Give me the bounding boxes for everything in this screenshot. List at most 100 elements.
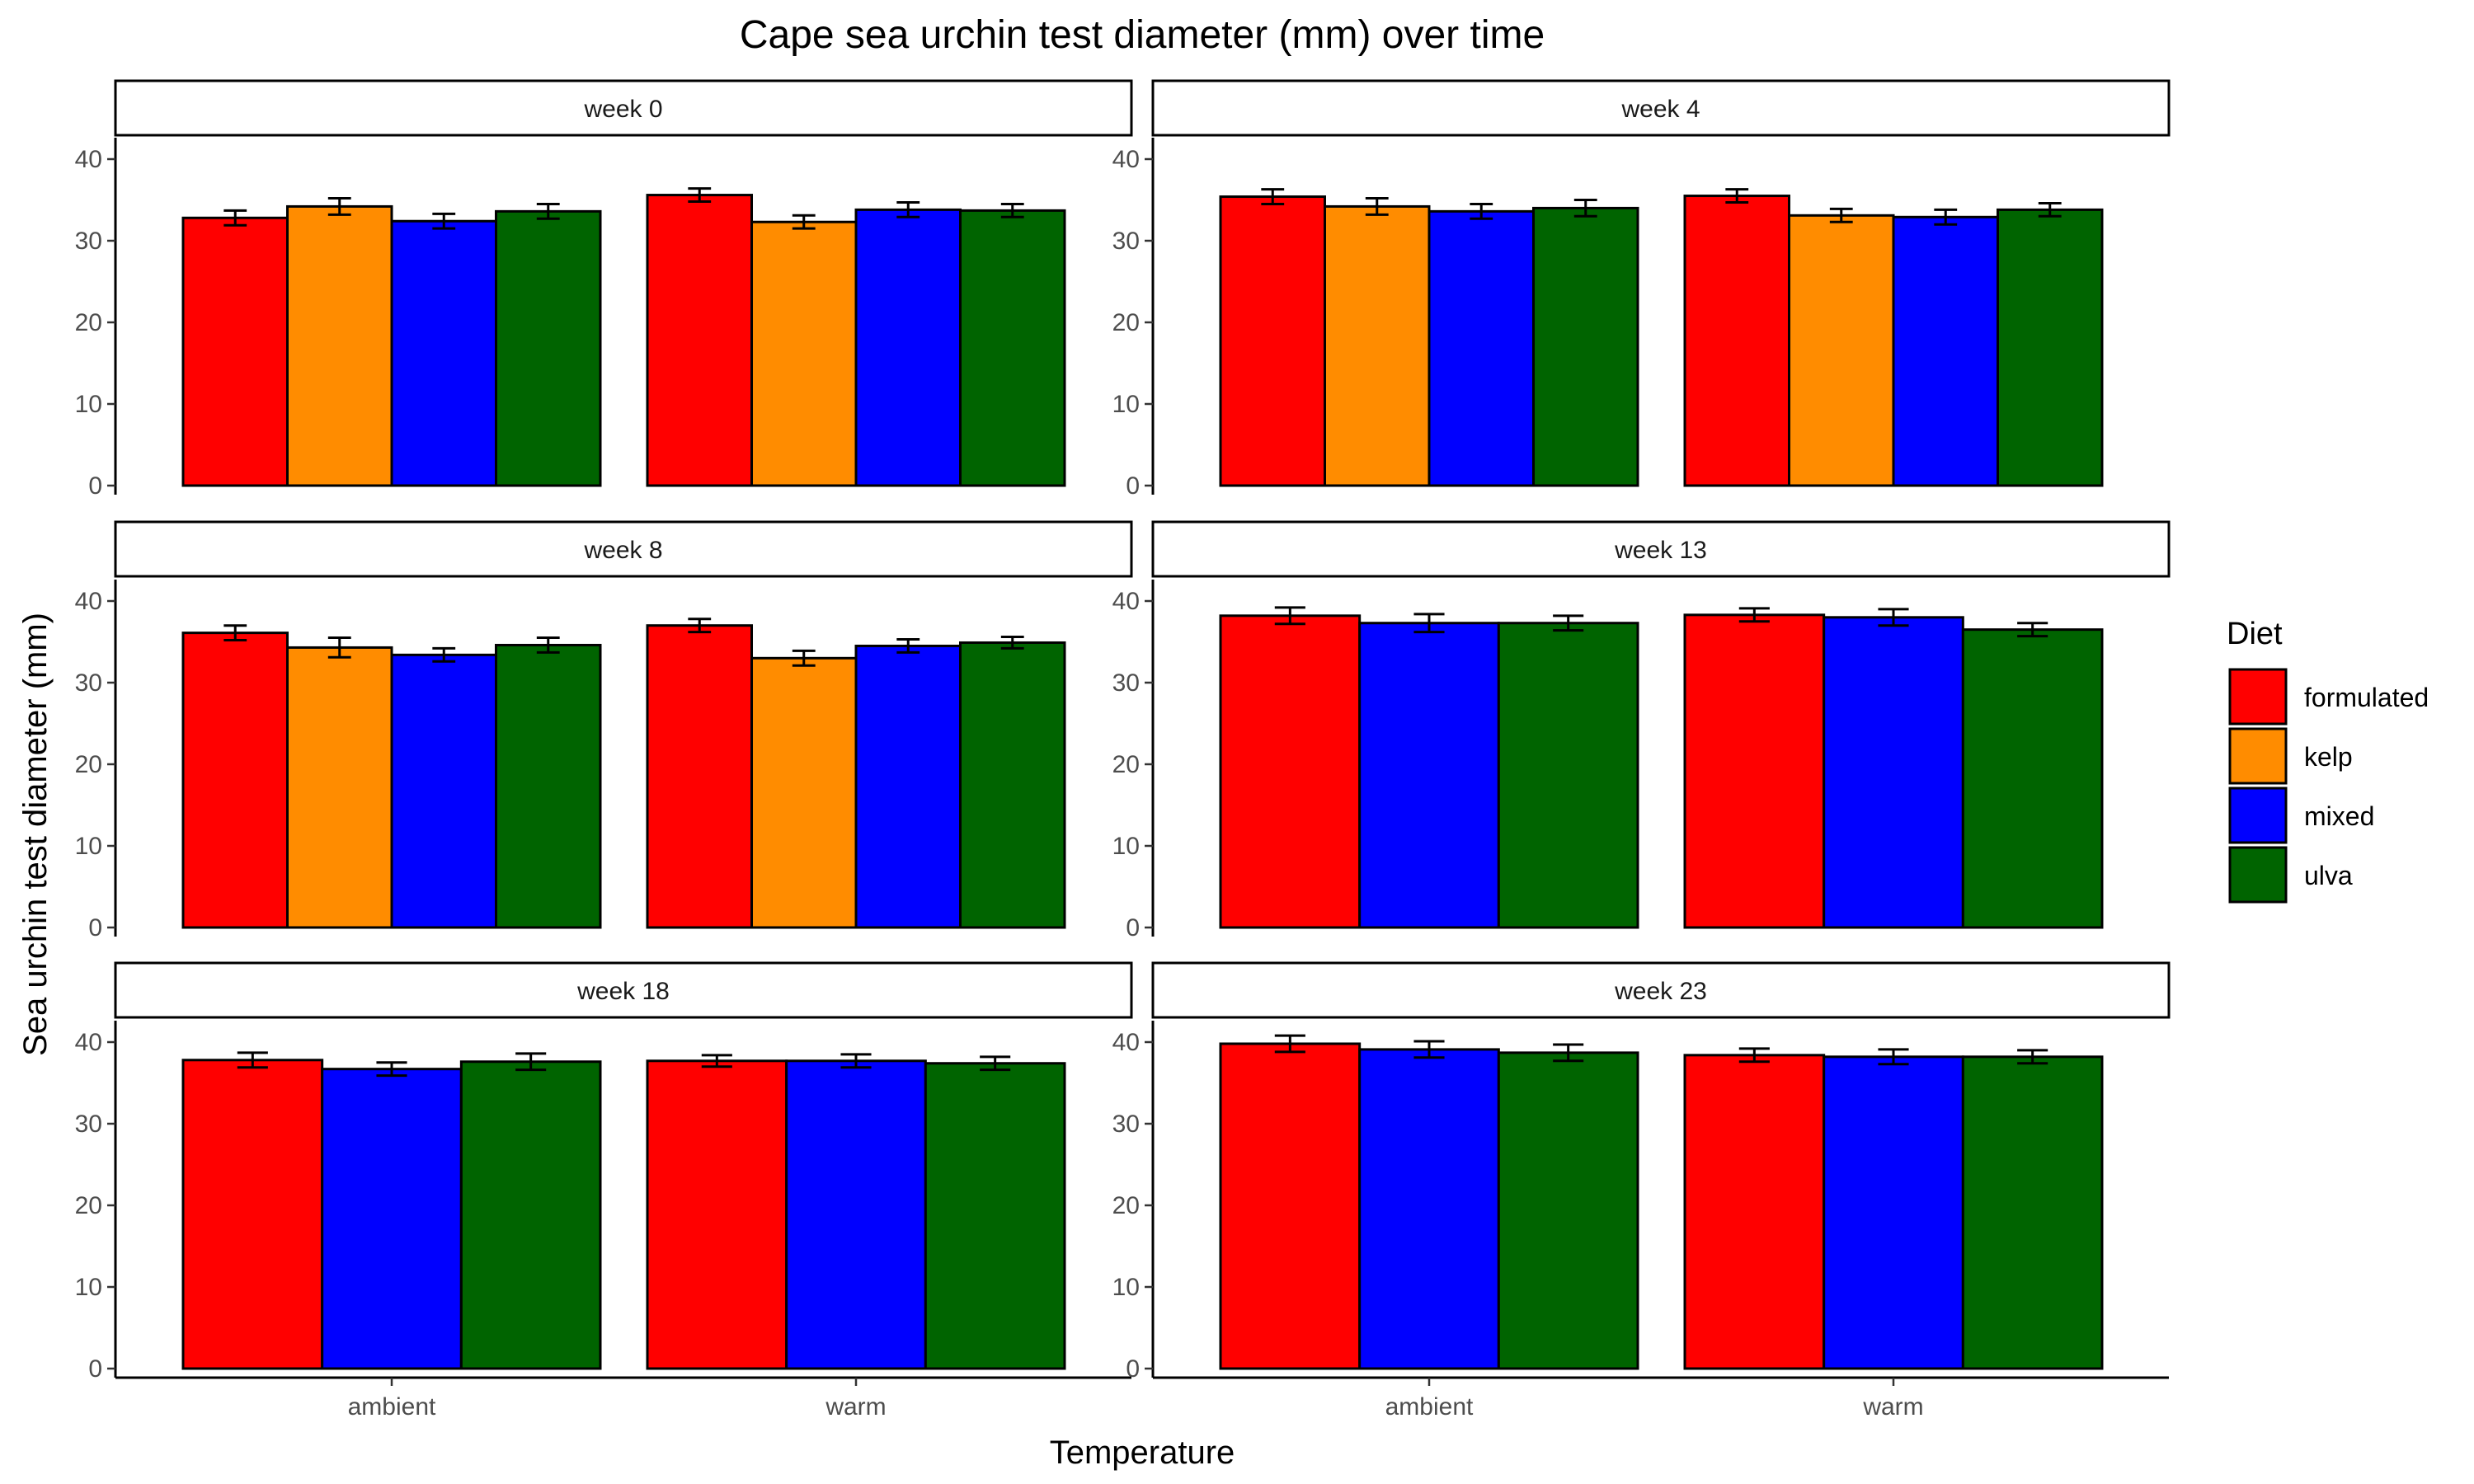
y-tick-label: 30 <box>75 1111 102 1138</box>
x-tick-label: warm <box>825 1393 886 1421</box>
facet-strip <box>114 79 1133 137</box>
legend-swatch <box>2228 787 2288 844</box>
bar <box>1823 1055 1964 1370</box>
y-tick-label: 20 <box>75 309 102 336</box>
y-tick-label: 40 <box>75 146 102 173</box>
bar <box>181 216 289 487</box>
bar <box>286 204 393 487</box>
bar <box>321 1068 463 1370</box>
facet-panels: week 0 0 10 20 30 40 week 4 0 10 20 30 40 week 8 0 10 2… <box>75 79 2171 1421</box>
facet-panel: week 4 0 10 20 30 40 <box>1112 79 2171 500</box>
bar <box>1219 195 1326 487</box>
legend-title: Diet <box>2227 617 2283 651</box>
facet-strip-label: week 4 <box>1620 96 1700 123</box>
y-tick-label: 0 <box>88 1355 102 1383</box>
x-axis-title: Temperature <box>1050 1435 1235 1471</box>
y-tick-label: 0 <box>88 472 102 500</box>
y-tick-label: 30 <box>1112 669 1140 697</box>
bar <box>181 1059 324 1370</box>
y-tick-label: 40 <box>75 588 102 615</box>
bar <box>1324 204 1431 487</box>
bar <box>1358 622 1500 929</box>
bar <box>1358 1048 1500 1370</box>
legend-swatch <box>2228 727 2288 785</box>
y-tick-label: 10 <box>75 833 102 860</box>
bar <box>854 208 962 487</box>
y-tick-label: 20 <box>1112 1192 1140 1219</box>
y-tick-label: 10 <box>75 1274 102 1301</box>
facet-strip <box>114 961 1133 1019</box>
legend-label: kelp <box>2304 742 2353 772</box>
bar <box>1532 206 1639 487</box>
bar <box>646 194 753 487</box>
facet-strip <box>1151 520 2171 578</box>
bar <box>1892 215 1999 487</box>
legend-swatch <box>2228 668 2288 726</box>
y-tick-label: 0 <box>1126 914 1140 942</box>
y-tick-label: 40 <box>1112 1029 1140 1056</box>
bar <box>1497 622 1639 929</box>
y-tick-label: 30 <box>1112 1111 1140 1138</box>
bar <box>1683 613 1826 929</box>
y-axis-title: Sea urchin test diameter (mm) <box>17 613 54 1056</box>
y-tick-label: 40 <box>1112 146 1140 173</box>
y-tick-label: 10 <box>1112 391 1140 418</box>
facet-panel: week 18 0 10 20 30 40 ambient warm <box>75 961 1133 1421</box>
facet-strip-label: week 13 <box>1614 537 1707 564</box>
facet-panel: week 8 0 10 20 30 40 <box>75 520 1133 942</box>
facet-strip-label: week 0 <box>583 96 662 123</box>
y-tick-label: 30 <box>75 669 102 697</box>
legend: Diet formulated kelp mixed ulva <box>2227 617 2429 904</box>
facet-strip-label: week 8 <box>583 537 662 564</box>
y-tick-label: 10 <box>1112 1274 1140 1301</box>
bar <box>390 653 497 929</box>
y-tick-label: 0 <box>1126 1355 1140 1383</box>
bar <box>390 219 497 487</box>
bar <box>1961 1055 2104 1370</box>
y-tick-label: 30 <box>1112 228 1140 255</box>
facet-strip <box>1151 79 2171 137</box>
bar <box>750 656 858 929</box>
y-tick-label: 20 <box>1112 309 1140 336</box>
bar <box>1219 1042 1362 1370</box>
y-tick-label: 20 <box>75 751 102 778</box>
bar <box>459 1060 602 1370</box>
bar <box>1997 208 2104 487</box>
y-tick-label: 10 <box>1112 833 1140 860</box>
y-tick-label: 10 <box>75 391 102 418</box>
facet-strip <box>1151 961 2171 1019</box>
bar <box>785 1059 927 1370</box>
facet-strip-label: week 23 <box>1614 978 1707 1005</box>
y-tick-label: 0 <box>1126 472 1140 500</box>
x-tick-label: ambient <box>1385 1393 1474 1421</box>
y-tick-label: 20 <box>75 1192 102 1219</box>
bar <box>1497 1051 1639 1370</box>
facet-strip <box>114 520 1133 578</box>
bar <box>1788 214 1895 487</box>
bar <box>1961 628 2104 929</box>
bar <box>495 643 602 929</box>
facet-strip-label: week 18 <box>576 978 670 1005</box>
bar <box>1427 209 1535 487</box>
y-tick-label: 30 <box>75 228 102 255</box>
facet-panel: week 0 0 10 20 30 40 <box>75 79 1133 500</box>
y-tick-label: 20 <box>1112 751 1140 778</box>
x-tick-label: warm <box>1862 1393 1923 1421</box>
y-tick-label: 40 <box>1112 588 1140 615</box>
bar <box>646 1059 788 1370</box>
bar <box>286 646 393 929</box>
x-tick-label: ambient <box>348 1393 436 1421</box>
bar <box>959 641 1066 929</box>
bar <box>750 220 858 487</box>
y-tick-label: 40 <box>75 1029 102 1056</box>
bar <box>924 1062 1066 1370</box>
bar <box>1823 616 1964 929</box>
y-tick-label: 0 <box>88 914 102 942</box>
legend-label: mixed <box>2304 801 2374 831</box>
bar <box>1683 1054 1826 1370</box>
legend-label: ulva <box>2304 861 2353 890</box>
bar <box>854 644 962 929</box>
legend-swatch <box>2228 846 2288 904</box>
bar <box>646 624 753 929</box>
